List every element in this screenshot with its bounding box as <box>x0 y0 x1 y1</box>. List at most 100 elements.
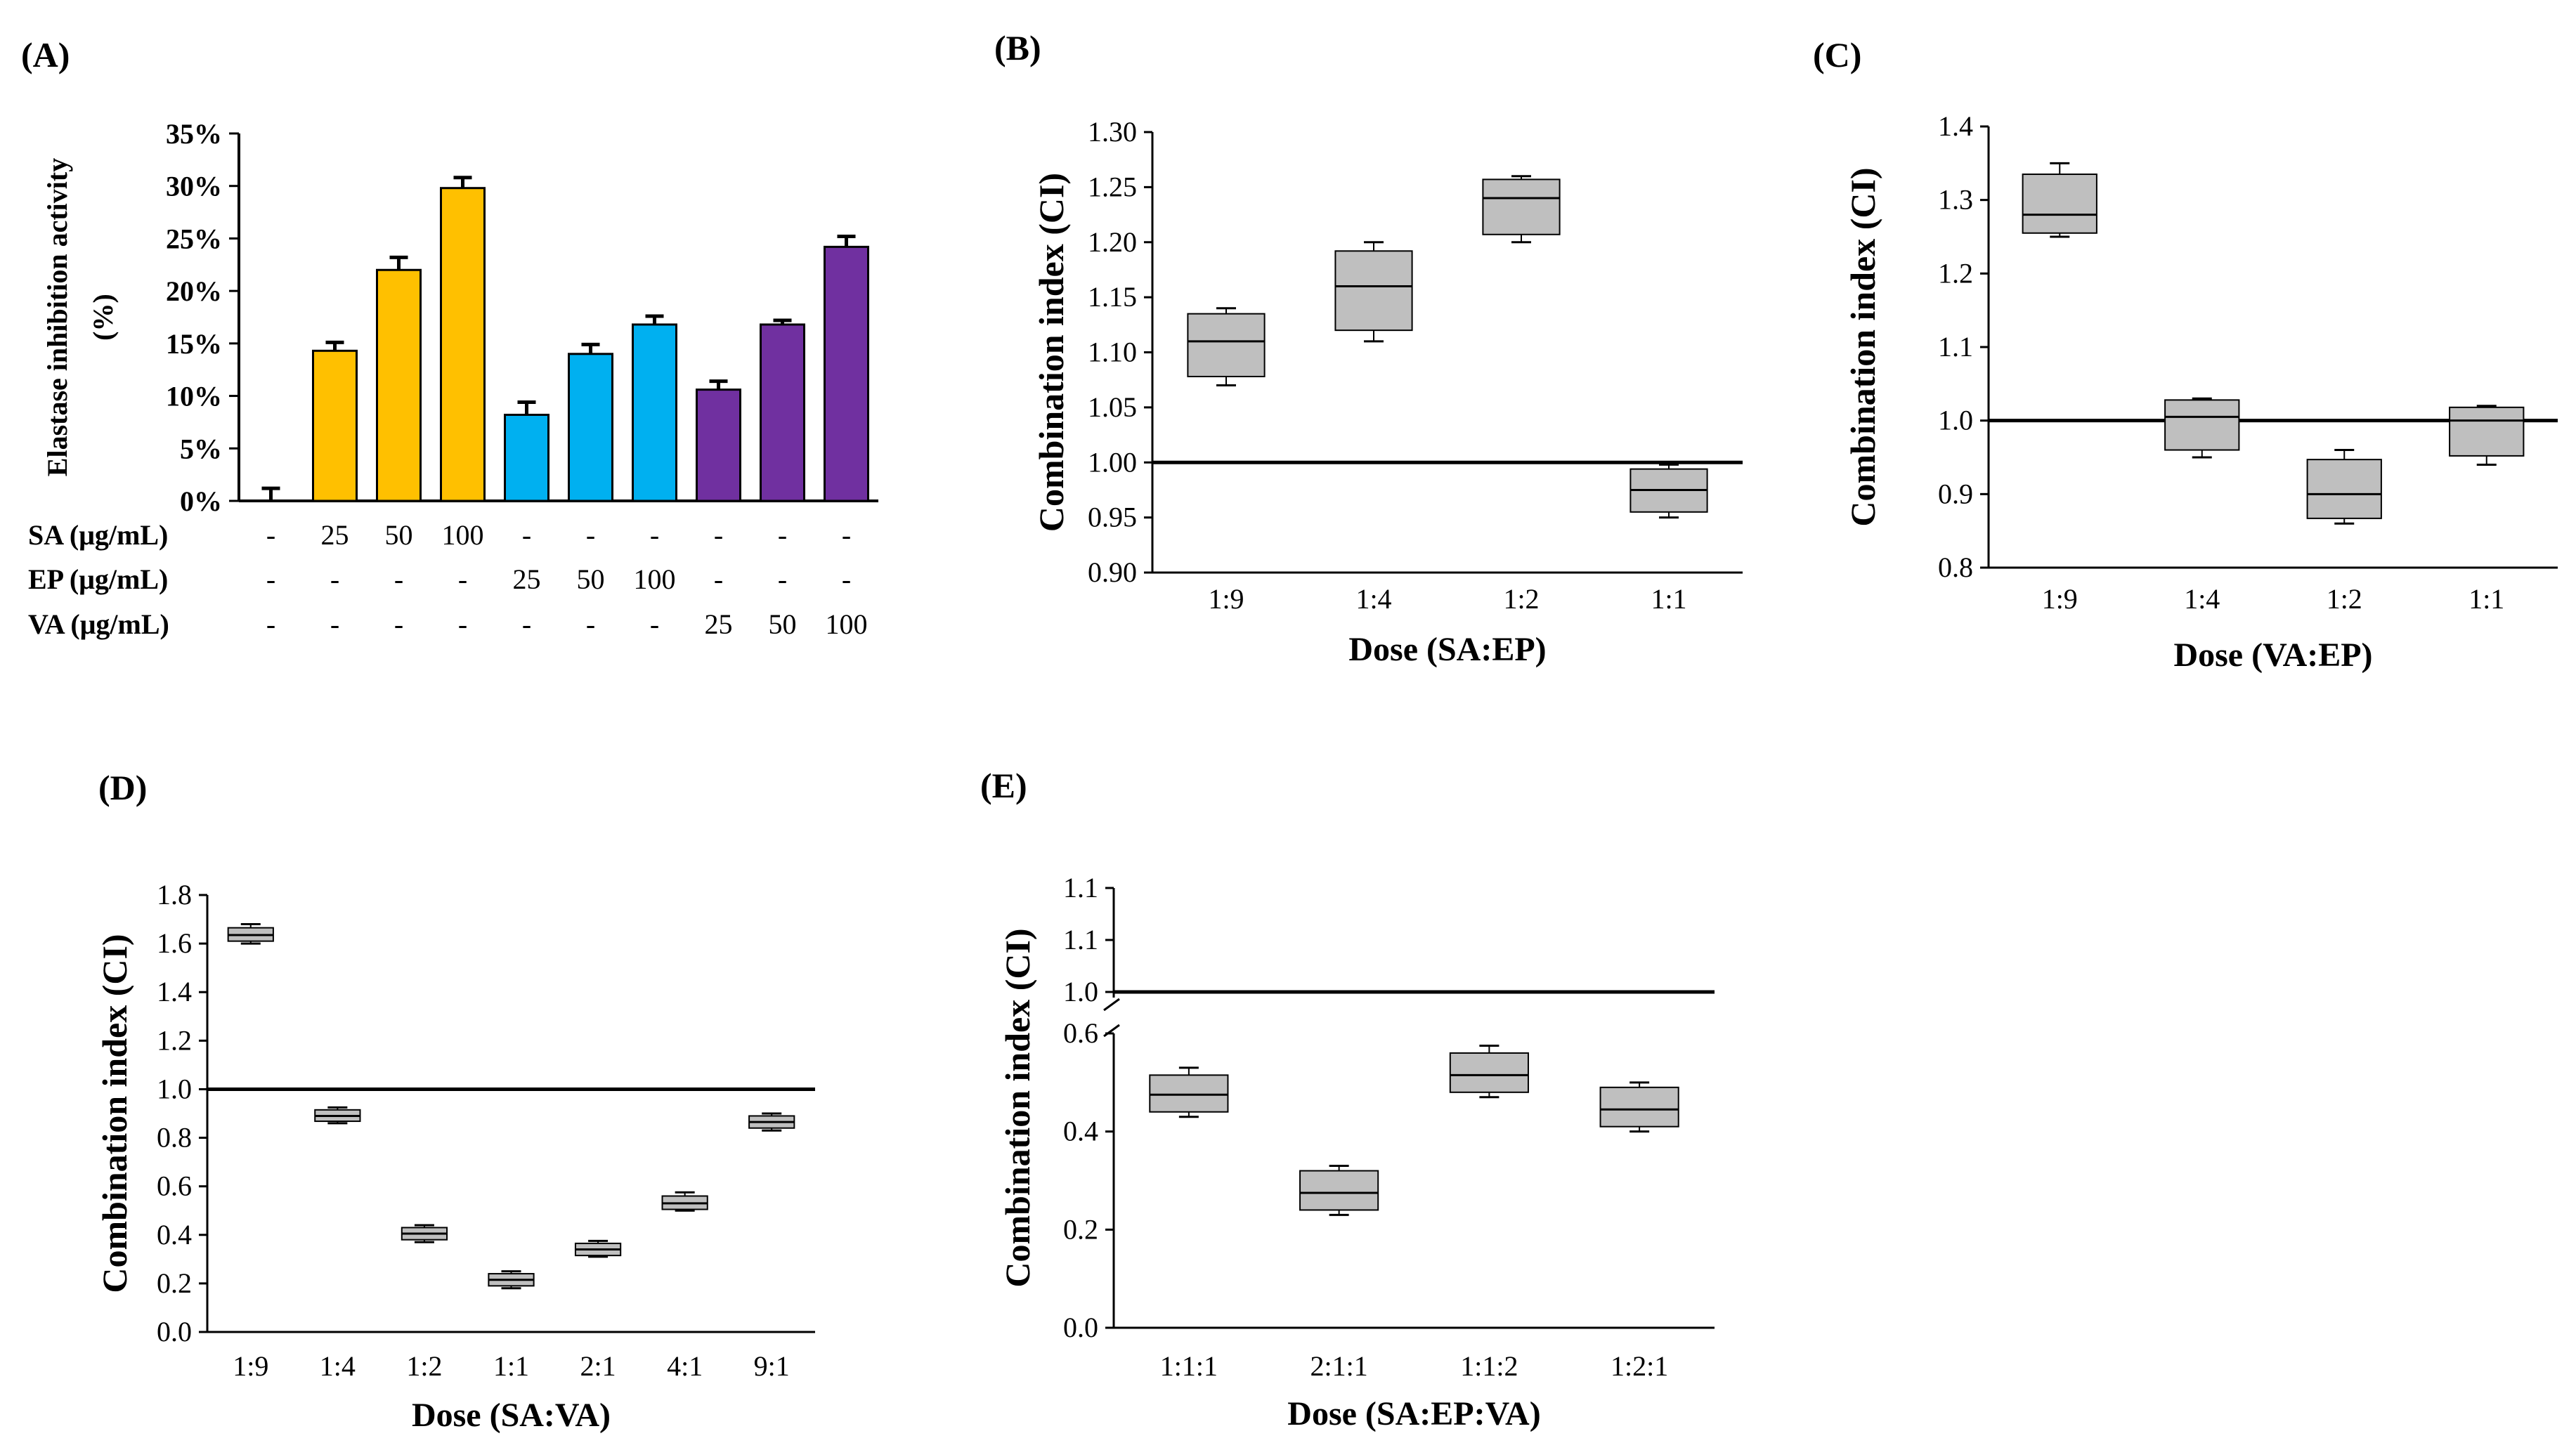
y-axis-label: Elastase inhibition activity <box>41 158 73 476</box>
condition-value: - <box>586 608 595 640</box>
y-tick-label: 0.95 <box>1088 502 1137 533</box>
box <box>1449 1052 1529 1093</box>
condition-row-label: VA (μg/mL) <box>28 608 169 640</box>
condition-value: - <box>842 563 851 595</box>
y-tick-label: 25% <box>166 223 222 254</box>
y-tick-label-upper: 1.1 <box>1063 924 1098 955</box>
condition-value: - <box>330 608 339 640</box>
y-tick-label: 1.2 <box>157 1024 192 1056</box>
condition-value: - <box>458 608 467 640</box>
x-tick-label: 1:9 <box>2042 583 2078 615</box>
y-tick-label: 1.2 <box>1938 257 1973 289</box>
condition-value: 100 <box>442 519 484 551</box>
box <box>1299 1170 1379 1211</box>
condition-value: - <box>394 563 403 595</box>
panel-a: (A) 0% 5% 10% 15% 20% 25% 30% 35% Elastase inhibi… <box>21 35 878 640</box>
condition-value: - <box>650 519 659 551</box>
y-tick-label: 30% <box>166 171 222 202</box>
x-tick-label: 2:1:1 <box>1310 1350 1368 1382</box>
condition-value: 25 <box>705 608 733 640</box>
bar <box>824 245 869 502</box>
x-tick-label: 1:1 <box>493 1350 529 1382</box>
y-tick-label: 0.2 <box>157 1267 192 1299</box>
panel-e: (E) 0.0 0.2 0.4 0.6 1.0 1.1 1.1 Combination inde… <box>980 766 1715 1432</box>
x-tick-label: 1:9 <box>233 1350 268 1382</box>
y-tick-label: 1.05 <box>1088 391 1137 423</box>
condition-value: - <box>586 519 595 551</box>
condition-value: 25 <box>513 563 541 595</box>
y-tick-label: 20% <box>166 275 222 307</box>
y-tick-label: 0.4 <box>157 1219 192 1250</box>
y-tick-label: 1.4 <box>1938 110 1973 142</box>
y-axis-label: Combination index (CI) <box>1843 167 1882 526</box>
y-tick-label: 1.10 <box>1088 337 1137 368</box>
x-tick-label: 1:1 <box>1651 583 1686 615</box>
condition-value: - <box>778 519 787 551</box>
bar <box>696 388 741 502</box>
bar <box>568 353 613 502</box>
box <box>1334 250 1413 332</box>
condition-value: - <box>394 608 403 640</box>
panel-label: (D) <box>98 768 147 807</box>
y-tick-label: 1.0 <box>157 1073 192 1104</box>
y-axis-label: Combination index (CI) <box>998 928 1037 1287</box>
panel-label: (A) <box>21 35 70 74</box>
y-tick-label: 35% <box>166 118 222 150</box>
condition-value: - <box>778 563 787 595</box>
bar <box>632 323 677 502</box>
axis-break-mark <box>1103 1024 1120 1038</box>
y-tick-label: 1.6 <box>157 927 192 959</box>
condition-value: - <box>458 563 467 595</box>
x-tick-label: 1:2 <box>2327 583 2362 615</box>
condition-value: - <box>266 519 275 551</box>
condition-value: 50 <box>577 563 605 595</box>
y-tick-label: 1.3 <box>1938 184 1973 216</box>
condition-value: 100 <box>634 563 676 595</box>
x-axis-label: Dose (SA:EP:VA) <box>1287 1395 1540 1432</box>
x-tick-label: 1:4 <box>320 1350 356 1382</box>
y-tick-label: 0.8 <box>1938 551 1973 583</box>
y-tick-label: 1.15 <box>1088 281 1137 313</box>
box <box>2022 174 2097 234</box>
x-axis-label: Dose (SA:VA) <box>412 1397 611 1434</box>
y-tick-label: 1.8 <box>157 879 192 910</box>
y-tick-label: 1.30 <box>1088 116 1137 148</box>
x-tick-label: 1:2:1 <box>1611 1350 1668 1382</box>
x-axis-label: Dose (VA:EP) <box>2173 636 2372 674</box>
bar <box>504 413 549 502</box>
y-tick-label: 0.8 <box>157 1122 192 1154</box>
condition-row-label: SA (μg/mL) <box>28 519 168 551</box>
y-tick-label: 1.0 <box>1938 405 1973 436</box>
y-axis-label-unit: (%) <box>87 294 119 341</box>
y-axis-label: Combination index (CI) <box>95 934 134 1293</box>
panel-b: (B) 0.90 0.95 1.00 1.05 1.10 1.15 1.20 1.25 1.30 C… <box>994 28 1743 668</box>
y-tick-label: 1.4 <box>157 976 192 1007</box>
condition-value: - <box>714 563 723 595</box>
y-tick-label: 15% <box>166 328 222 360</box>
y-tick-label: 1.25 <box>1088 171 1137 202</box>
y-tick-label: 1.00 <box>1088 446 1137 478</box>
condition-value: 25 <box>321 519 349 551</box>
y-tick-label: 0.0 <box>157 1316 192 1347</box>
x-tick-label: 1:4 <box>1355 583 1391 615</box>
y-tick-label: 0.0 <box>1063 1312 1098 1343</box>
x-tick-label: 1:4 <box>2184 583 2220 615</box>
axis-break-mark <box>1103 998 1120 1012</box>
x-tick-label: 1:2 <box>406 1350 442 1382</box>
y-tick-label: 0.4 <box>1063 1116 1098 1147</box>
box <box>1149 1074 1229 1113</box>
condition-value: - <box>522 519 531 551</box>
x-tick-label: 2:1 <box>580 1350 616 1382</box>
y-tick-label: 0.2 <box>1063 1213 1098 1245</box>
condition-value: - <box>266 563 275 595</box>
condition-value: - <box>842 519 851 551</box>
x-tick-label: 1:1 <box>2468 583 2504 615</box>
condition-row-label: EP (μg/mL) <box>28 563 168 595</box>
condition-value: 100 <box>826 608 868 640</box>
y-tick-label-upper: 1.1 <box>1063 872 1098 903</box>
bar <box>312 349 358 502</box>
condition-value: 50 <box>385 519 413 551</box>
bar <box>376 268 422 502</box>
y-tick-label: 1.1 <box>1938 331 1973 362</box>
